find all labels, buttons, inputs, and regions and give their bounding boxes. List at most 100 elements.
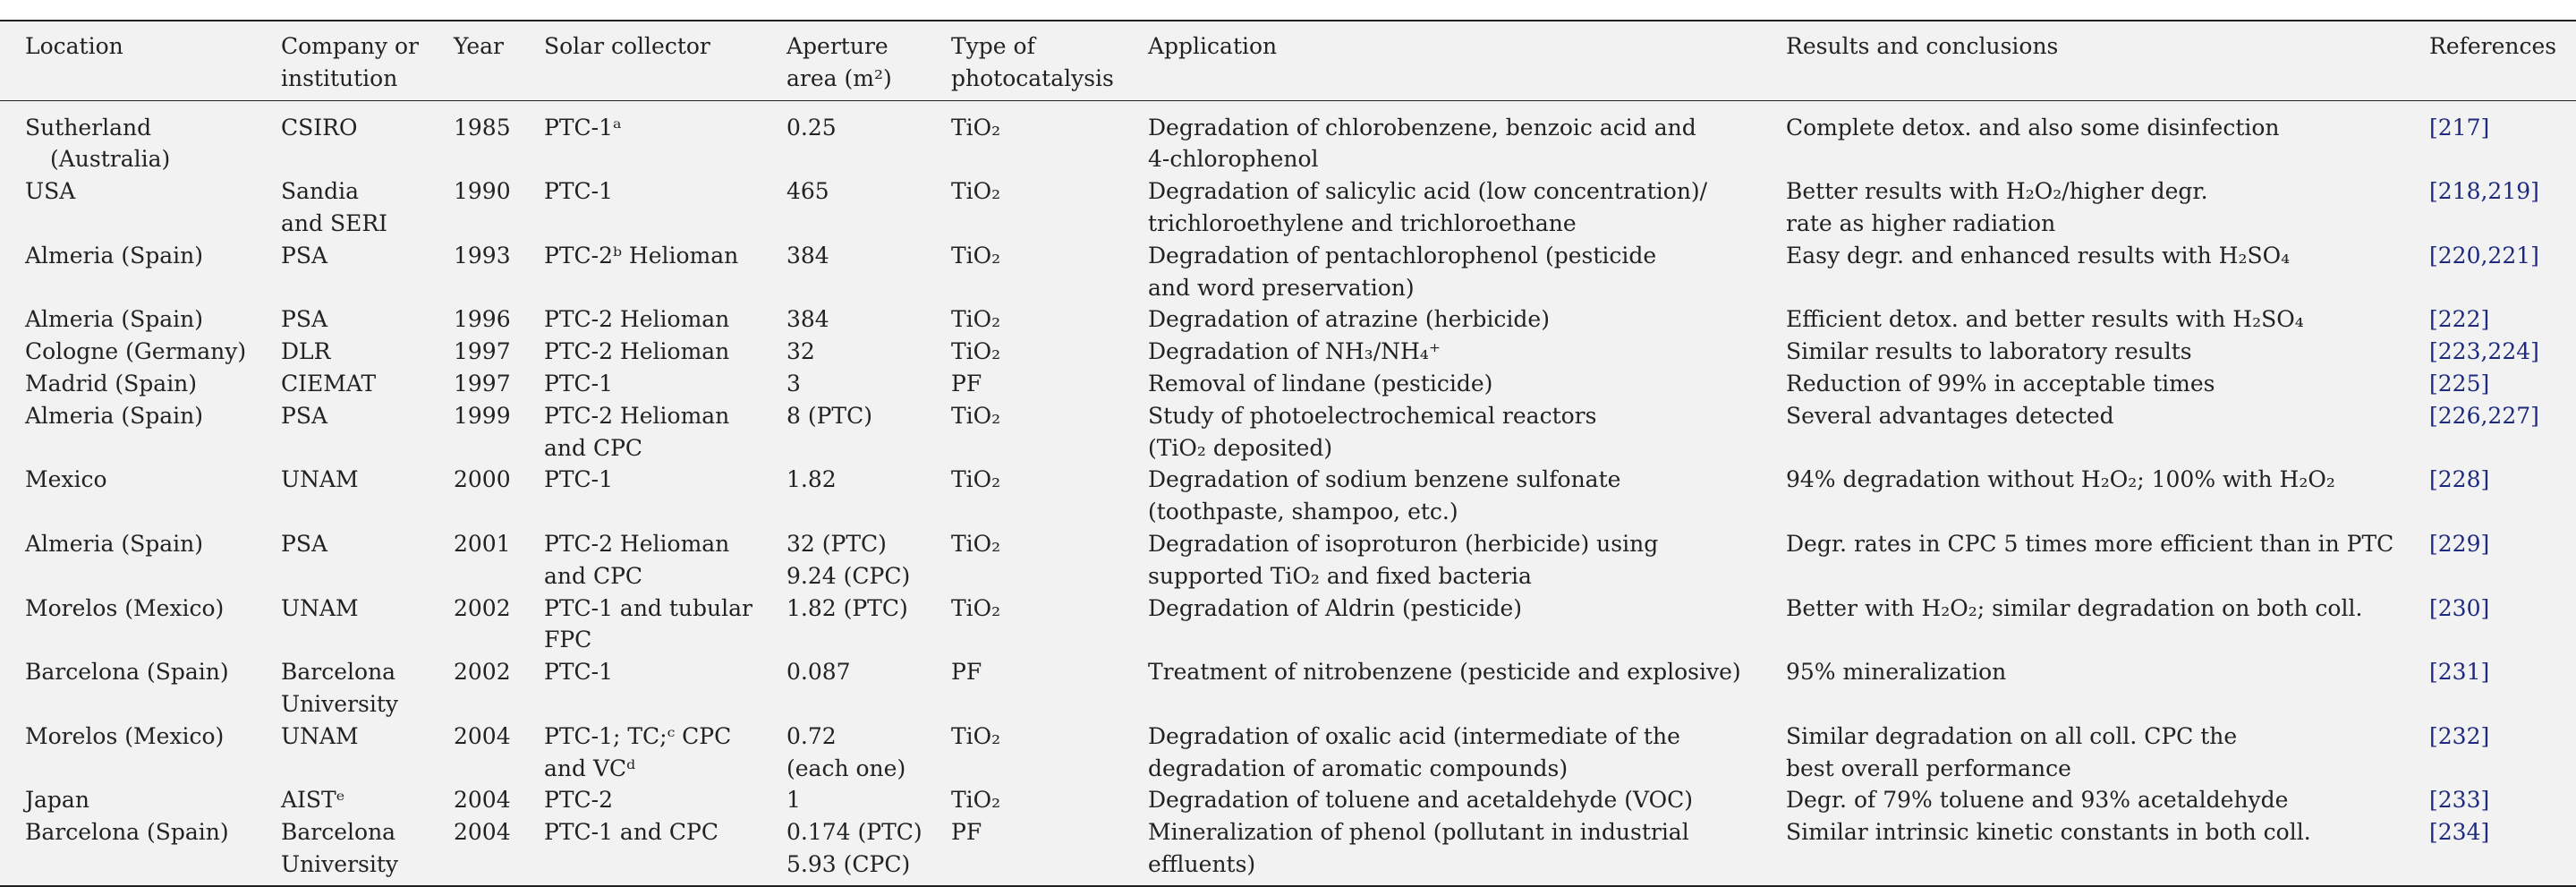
table-cell: CSIRO bbox=[281, 114, 358, 141]
column-header: Type of photocatalysis bbox=[951, 33, 1114, 91]
table-cell: TiO₂ bbox=[951, 338, 1001, 365]
table-cell: Barcelona (Spain) bbox=[25, 659, 229, 686]
table-cell: Mexico bbox=[25, 466, 107, 493]
table-row: Almeria (Spain) PSA 1999 PTC-2 Helioman and… bbox=[0, 400, 2576, 465]
table-cell: USA bbox=[25, 178, 76, 205]
table-cell: 95% mineralization bbox=[1786, 659, 2007, 686]
reference-link: [220,221] bbox=[2429, 242, 2539, 269]
table-cell: Almeria (Spain) bbox=[25, 530, 203, 557]
table-cell: Degradation of atrazine (herbicide) bbox=[1148, 306, 1550, 333]
column-header: Aperture area (m²) bbox=[786, 33, 892, 91]
table-cell: TiO₂ bbox=[951, 242, 1001, 269]
table-cell: 384 bbox=[786, 306, 829, 333]
column-header: Solar collector bbox=[544, 33, 710, 59]
table-cell: Similar intrinsic kinetic constants in b… bbox=[1786, 819, 2311, 846]
table-cell: TiO₂ bbox=[951, 787, 1001, 814]
table-cell: Complete detox. and also some disinfecti… bbox=[1786, 114, 2280, 141]
table-cell: Almeria (Spain) bbox=[25, 242, 203, 269]
table-cell: Removal of lindane (pesticide) bbox=[1148, 370, 1493, 397]
table-cell: Degradation of oxalic acid (intermediate… bbox=[1148, 722, 1680, 781]
reference-link: [226,227] bbox=[2429, 402, 2539, 429]
table-cell: 1999 bbox=[454, 402, 511, 429]
table-cell: 1993 bbox=[454, 242, 511, 269]
reference-link: [232] bbox=[2429, 722, 2490, 749]
table-cell: Degradation of Aldrin (pesticide) bbox=[1148, 594, 1523, 621]
table-cell: 1 bbox=[786, 787, 801, 814]
table-row: Madrid (Spain) CIEMAT 1997 PTC-1 3 PF Removal … bbox=[0, 368, 2576, 400]
table-cell: TiO₂ bbox=[951, 530, 1001, 557]
table-cell: Degradation of chlorobenzene, benzoic ac… bbox=[1148, 114, 1696, 173]
table-cell: Degradation of pentachlorophenol (pestic… bbox=[1148, 242, 1657, 301]
table-cell: Study of photoelectrochemical reactors (… bbox=[1148, 402, 1597, 461]
table-cell: PTC-2 Helioman bbox=[544, 338, 730, 365]
table-cell: AISTᵉ bbox=[281, 787, 345, 814]
table-cell: 32 bbox=[786, 338, 815, 365]
reference-link: [233] bbox=[2429, 787, 2490, 814]
table-cell: Almeria (Spain) bbox=[25, 402, 203, 429]
reference-link: [222] bbox=[2429, 306, 2490, 333]
table-cell: 0.174 (PTC) 5.93 (CPC) bbox=[786, 819, 922, 877]
table-body: Sutherland (Australia) CSIRO 1985 PTC-1ᵃ 0.2… bbox=[0, 100, 2576, 886]
table-row: Almeria (Spain) PSA 1993 PTC-2ᵇ Helioman 384… bbox=[0, 240, 2576, 304]
table-row: Morelos (Mexico) UNAM 2004 PTC-1; TC;ᶜ CPC … bbox=[0, 721, 2576, 785]
table-cell: Treatment of nitrobenzene (pesticide and… bbox=[1148, 659, 1741, 686]
table-row: Almeria (Spain) PSA 1996 PTC-2 Helioman 384 T… bbox=[0, 303, 2576, 336]
table-cell: Morelos (Mexico) bbox=[25, 594, 225, 621]
table-cell: PTC-1 bbox=[544, 370, 613, 397]
reference-link: [231] bbox=[2429, 659, 2490, 686]
table-row: Barcelona (Spain) Barcelona University 200… bbox=[0, 816, 2576, 886]
table-cell: TiO₂ bbox=[951, 114, 1001, 141]
column-header: Company or institution bbox=[281, 33, 419, 91]
table-cell: 2004 bbox=[454, 722, 511, 749]
table-cell: PSA bbox=[281, 242, 328, 269]
table-cell: 2001 bbox=[454, 530, 511, 557]
table-cell: Reduction of 99% in acceptable times bbox=[1786, 370, 2215, 397]
table-cell: Degradation of toluene and acetaldehyde … bbox=[1148, 787, 1693, 814]
table-cell: Degradation of isoproturon (herbicide) u… bbox=[1148, 530, 1659, 589]
table-cell: 2004 bbox=[454, 787, 511, 814]
table-cell: 0.72 (each one) bbox=[786, 722, 906, 781]
table-cell: PTC-2 Helioman and CPC bbox=[544, 530, 730, 589]
table-row: Japan AISTᵉ 2004 PTC-2 1 TiO₂ Degradation of t… bbox=[0, 784, 2576, 816]
table-cell: PTC-2 Helioman bbox=[544, 306, 730, 333]
table-cell: Morelos (Mexico) bbox=[25, 722, 225, 749]
table-wrapper: Location Company or institution Year Solar … bbox=[0, 20, 2576, 887]
table-row: Barcelona (Spain) Barcelona University 200… bbox=[0, 656, 2576, 721]
table-cell: PTC-1 bbox=[544, 178, 613, 205]
table-cell: Barcelona University bbox=[281, 659, 399, 717]
table-cell: PTC-1 bbox=[544, 466, 613, 493]
table-cell: 32 (PTC) 9.24 (CPC) bbox=[786, 530, 911, 589]
table-cell: Madrid (Spain) bbox=[25, 370, 198, 397]
table-cell: Degradation of salicylic acid (low conce… bbox=[1148, 178, 1708, 236]
table-cell: DLR bbox=[281, 338, 331, 365]
table-cell: PF bbox=[951, 819, 982, 846]
table-cell: PSA bbox=[281, 402, 328, 429]
table-cell: Similar results to laboratory results bbox=[1786, 338, 2192, 365]
table-row: USA Sandia and SERI 1990 PTC-1 465 TiO₂ Degrad… bbox=[0, 175, 2576, 240]
table-cell: TiO₂ bbox=[951, 306, 1001, 333]
reference-link: [234] bbox=[2429, 819, 2490, 846]
table-cell: PSA bbox=[281, 530, 328, 557]
reference-link: [229] bbox=[2429, 530, 2490, 557]
reference-link: [217] bbox=[2429, 114, 2490, 141]
table-cell: TiO₂ bbox=[951, 466, 1001, 493]
table-cell: Degr. of 79% toluene and 93% acetaldehyd… bbox=[1786, 787, 2289, 814]
column-header: References bbox=[2429, 33, 2557, 59]
table-cell: PTC-1 and CPC bbox=[544, 819, 718, 846]
table-cell: 2002 bbox=[454, 594, 511, 621]
table-cell: PTC-2 Helioman and CPC bbox=[544, 402, 730, 461]
table-cell: TiO₂ bbox=[951, 722, 1001, 749]
table-row: Morelos (Mexico) UNAM 2002 PTC-1 and tubula… bbox=[0, 593, 2576, 657]
column-header: Application bbox=[1148, 33, 1278, 59]
table-cell: PTC-2ᵇ Helioman bbox=[544, 242, 739, 269]
table-cell: 465 bbox=[786, 178, 829, 205]
table-cell: 1.82 bbox=[786, 466, 837, 493]
table-cell: PTC-1ᵃ bbox=[544, 114, 622, 141]
table-cell: PTC-1; TC;ᶜ CPC and VCᵈ bbox=[544, 722, 732, 781]
table-cell: 3 bbox=[786, 370, 801, 397]
table-cell: Almeria (Spain) bbox=[25, 306, 203, 333]
table-cell: Barcelona (Spain) bbox=[25, 819, 229, 846]
table-cell: PF bbox=[951, 659, 982, 686]
reference-link: [223,224] bbox=[2429, 338, 2539, 365]
